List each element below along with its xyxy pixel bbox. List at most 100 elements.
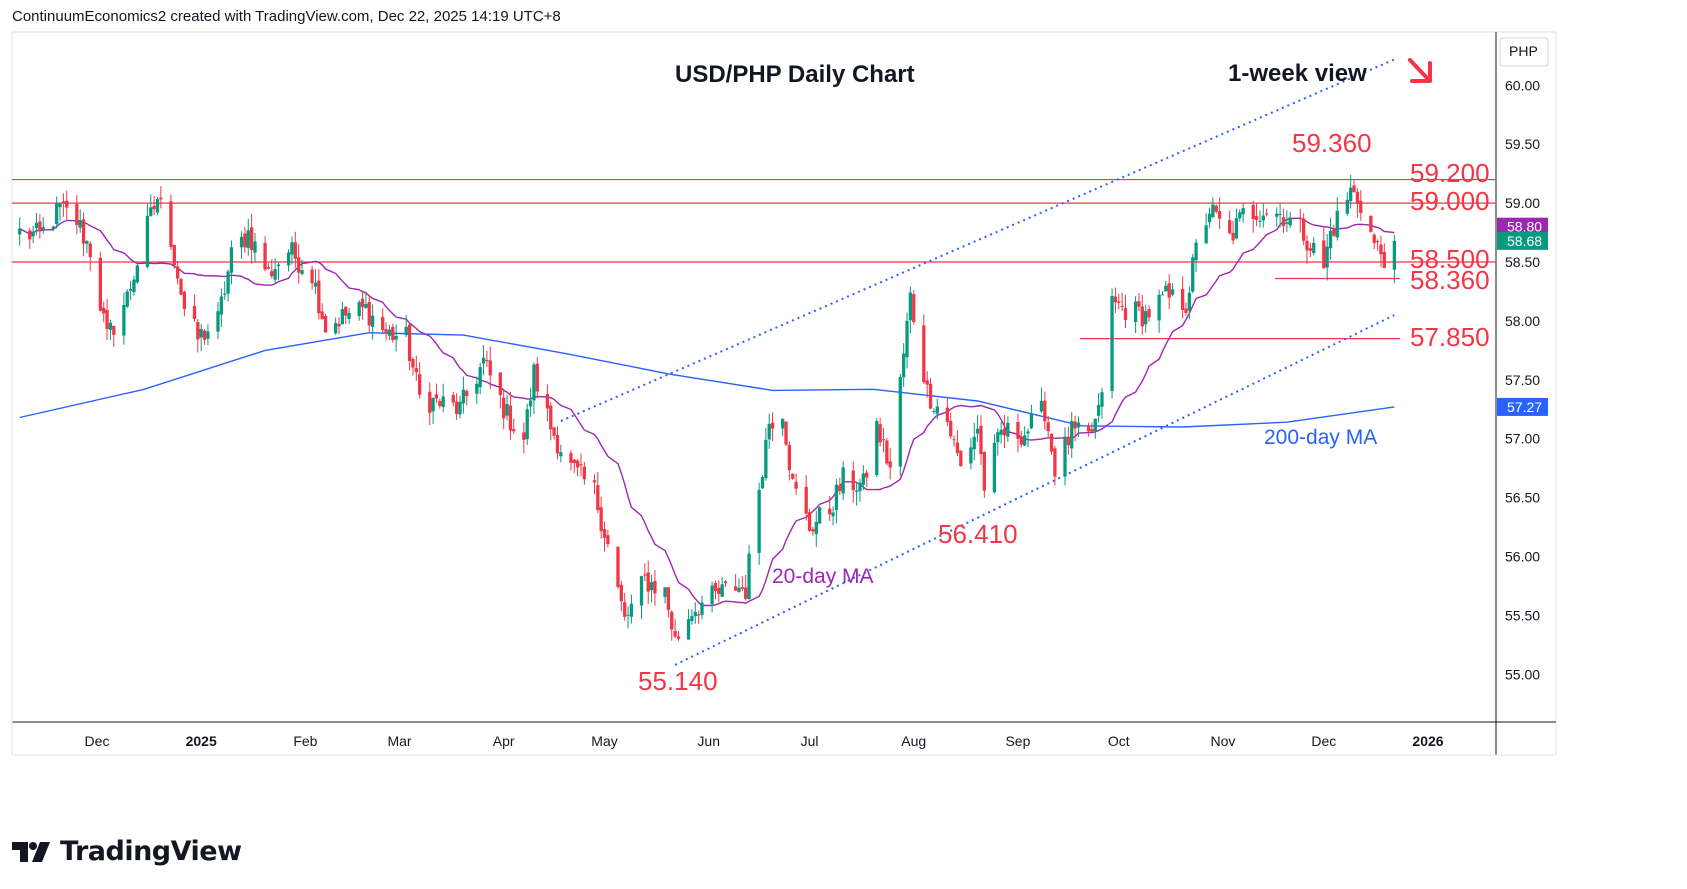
candle xyxy=(333,317,338,335)
candle-body xyxy=(98,257,103,311)
candle-body xyxy=(1369,215,1373,232)
candle-body xyxy=(112,325,116,335)
candle-body xyxy=(1382,252,1386,268)
candle-body xyxy=(1086,425,1091,432)
candle xyxy=(861,465,865,491)
candle xyxy=(1312,236,1316,256)
candle-body xyxy=(266,267,271,269)
candle xyxy=(320,303,324,320)
candle xyxy=(851,461,855,503)
candle xyxy=(122,292,126,345)
candle-body xyxy=(202,330,207,340)
candle xyxy=(972,422,976,461)
candle-body xyxy=(905,320,909,358)
candle xyxy=(1251,200,1255,233)
candle xyxy=(1147,305,1151,322)
candle-body xyxy=(155,199,160,213)
candle-body xyxy=(865,472,869,478)
candle-body xyxy=(955,442,960,454)
candle xyxy=(226,269,230,302)
candle-body xyxy=(1265,213,1269,215)
candle-body xyxy=(1231,232,1235,241)
candle-body xyxy=(431,397,435,412)
candle-body xyxy=(992,442,997,493)
candle-body xyxy=(579,464,583,466)
candle-body xyxy=(959,450,963,467)
candle xyxy=(276,261,281,280)
candle-body xyxy=(1194,242,1198,261)
candle xyxy=(875,418,879,478)
candle xyxy=(1029,404,1034,430)
candle xyxy=(273,258,277,284)
candles[interactable] xyxy=(18,174,1397,642)
candle xyxy=(764,427,768,481)
candle-body xyxy=(1167,283,1171,298)
candle xyxy=(344,306,348,325)
candle xyxy=(505,394,509,421)
candle xyxy=(407,323,412,371)
candle-body xyxy=(508,405,513,431)
candle xyxy=(814,510,818,548)
candle xyxy=(1207,207,1212,228)
candle xyxy=(1275,207,1279,227)
candle xyxy=(865,469,869,487)
candle-body xyxy=(1349,187,1353,202)
candle xyxy=(1133,296,1138,334)
candle xyxy=(102,301,106,323)
candle xyxy=(404,314,408,338)
candle xyxy=(1332,224,1336,238)
candle-body xyxy=(522,432,526,440)
candle xyxy=(428,382,432,426)
candle xyxy=(196,318,200,353)
candle xyxy=(1355,188,1360,218)
candle-body xyxy=(1372,234,1376,244)
candle-body xyxy=(828,508,832,515)
candle-body xyxy=(643,574,647,576)
candle xyxy=(619,580,623,612)
candle-body xyxy=(1325,246,1329,268)
candle-body xyxy=(982,452,986,491)
candle xyxy=(364,291,368,309)
candle xyxy=(1019,430,1023,448)
candle-body xyxy=(1160,294,1165,296)
candle-body xyxy=(360,298,365,308)
candle xyxy=(979,415,983,466)
candle-body xyxy=(1285,222,1289,225)
candle-body xyxy=(881,439,886,441)
candle xyxy=(646,560,650,605)
candle-body xyxy=(105,310,109,329)
candle xyxy=(881,428,886,453)
candle xyxy=(898,373,902,476)
candle-body xyxy=(1170,289,1175,295)
candle-body xyxy=(38,221,42,232)
ma200-label: 200-day MA xyxy=(1264,426,1377,449)
candle xyxy=(31,225,35,244)
candle-body xyxy=(975,428,980,434)
candle-body xyxy=(935,406,939,414)
candle xyxy=(1073,415,1077,442)
candle-body xyxy=(61,201,66,203)
time-tick-label: 2026 xyxy=(1412,733,1443,749)
candle-body xyxy=(502,397,506,419)
candle-body xyxy=(1053,448,1057,477)
candle-body xyxy=(912,294,916,323)
candle xyxy=(666,586,671,618)
candle xyxy=(945,397,950,426)
candle-body xyxy=(313,282,318,287)
candle xyxy=(290,236,294,265)
chart-axes: 60.00 59.50 59.00 58.50 58.00 57.50 57.00 56.50… xyxy=(85,37,1549,749)
candle xyxy=(1217,197,1222,230)
ma20-line xyxy=(19,217,1395,607)
price-tag-box xyxy=(1497,217,1548,236)
annotation-label: 56.410 xyxy=(938,519,1018,549)
candle xyxy=(599,496,603,539)
candle-body xyxy=(532,364,536,401)
candle xyxy=(696,610,701,624)
candle xyxy=(1305,235,1309,264)
candle-body xyxy=(999,429,1003,435)
candle xyxy=(885,437,889,466)
candle-body xyxy=(770,422,775,429)
candle xyxy=(811,526,815,536)
tradingview-logo[interactable]: TradingView xyxy=(12,836,242,867)
